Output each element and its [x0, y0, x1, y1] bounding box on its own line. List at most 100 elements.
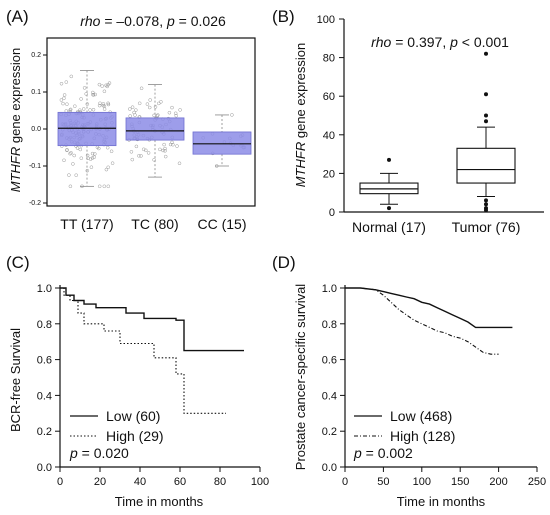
- panel-a-data-point: [88, 108, 92, 112]
- panel-a-data-point: [130, 105, 135, 109]
- panel-a-data-point: [62, 96, 66, 101]
- panel-a-data-point: [148, 98, 152, 102]
- panel-a-data-point: [230, 113, 234, 117]
- panel-a-data-point: [101, 102, 106, 106]
- panel-a-data-point: [67, 173, 71, 177]
- panel-a-box: [57, 111, 117, 147]
- panel-a-data-point: [72, 153, 76, 158]
- panel-a-data-point: [167, 110, 172, 115]
- panel-a-data-point: [133, 113, 137, 117]
- panel-a-data-point: [97, 82, 102, 87]
- panel-a-box: [125, 117, 185, 141]
- panel-c: (C) BCR-free Survival Time in months 0 20…: [6, 253, 269, 509]
- panel-b-outlier-point: [484, 113, 488, 118]
- panel-a-data-point: [177, 161, 182, 166]
- panel-a-data-point: [163, 154, 168, 159]
- panel-b-label: (B): [272, 7, 295, 26]
- panel-a-data-point: [174, 113, 178, 118]
- panel-d-series-low: [345, 287, 513, 329]
- panel-c-series: [60, 287, 244, 414]
- panel-c-xtick-label: 20: [94, 476, 106, 488]
- panel-a-data-point: [137, 154, 141, 158]
- panel-c-xtick-label: 0: [57, 476, 63, 488]
- panel-a-data-point: [79, 97, 83, 101]
- panel-a-data-point: [106, 184, 111, 189]
- panel-a-data-point: [105, 84, 109, 89]
- panel-a-data-point: [141, 147, 146, 152]
- panel-a-data-point: [84, 92, 88, 96]
- panel-b-stat-rho: rho: [371, 34, 391, 50]
- panel-b-category-label: Tumor (76): [452, 219, 521, 235]
- panel-b-ytick-label: 20: [323, 168, 335, 180]
- panel-d-stat: p = 0.002: [353, 445, 413, 461]
- panel-a-data-point: [104, 167, 109, 172]
- panel-d-stat-p-value: = 0.002: [362, 445, 413, 461]
- panel-a-data-point: [73, 104, 77, 108]
- panel-a-data-point: [91, 90, 95, 95]
- panel-a-data-point: [109, 149, 114, 154]
- panel-a-data-point: [178, 108, 182, 112]
- panel-a-data-point: [91, 107, 96, 112]
- panel-a-data-point: [129, 150, 134, 154]
- panel-a-data-point: [82, 86, 87, 90]
- panel-a-data-point: [59, 81, 64, 86]
- panel-a-data-point: [144, 148, 148, 153]
- panel-b-outlier-point: [387, 206, 391, 211]
- panel-c-ytick-label: 0.8: [37, 319, 52, 331]
- panel-a-y-axis-title: MTHFR gene expression: [8, 48, 23, 193]
- panel-a-data-point: [92, 155, 96, 159]
- panel-a-data-point: [153, 105, 158, 109]
- panel-a-label: (A): [6, 7, 29, 26]
- panel-c-plot-area: 0 20 40 60 80 100 0.0 0.2 0.4 0.6 0.8 1.0: [37, 283, 269, 488]
- panel-d-ytick-label: 0.0: [322, 462, 337, 474]
- panel-b-outlier-point: [484, 119, 488, 124]
- panel-a-data-point: [170, 105, 174, 110]
- panel-d-label: (D): [272, 253, 296, 272]
- panel-d-xtick-label: 100: [413, 476, 431, 488]
- panel-b-ytick-label: 60: [323, 91, 335, 103]
- panel-a-data-point: [98, 101, 102, 106]
- panel-d-plot-area: 0 50 100 150 200 250 0.0 0.2 0.4 0.6 0.8 1.0: [322, 283, 546, 488]
- panel-d-xtick-label: 250: [528, 476, 546, 488]
- panel-a-stat: rho = –0.078, p = 0.026: [80, 13, 226, 29]
- panel-a-data-point: [110, 161, 115, 165]
- panel-a-data-point: [68, 184, 73, 189]
- panel-a-data-point: [139, 154, 143, 158]
- panel-d: (D) Prostate cancer-specific survival Ti…: [272, 253, 546, 509]
- panel-a-data-point: [128, 107, 132, 111]
- panel-a-data-point: [69, 74, 74, 79]
- panel-a-ytick-label: -0.2: [29, 200, 41, 207]
- panel-a-data-point: [104, 83, 108, 88]
- panel-a-data-point: [74, 173, 78, 177]
- panel-a-data-point: [65, 148, 69, 152]
- panel-a-data-point: [61, 101, 65, 106]
- panel-b-stat: rho = 0.397, p < 0.001: [371, 34, 509, 50]
- panel-a-data-point: [69, 151, 73, 155]
- panel-a-data-point: [152, 158, 156, 162]
- panel-b-outlier-point: [484, 92, 488, 97]
- panel-c-ytick-label: 0.4: [37, 390, 52, 402]
- panel-a-data-point: [75, 146, 80, 150]
- panel-b: (B) rho = 0.397, p < 0.001 MTHFR gene ex…: [272, 7, 544, 235]
- panel-c-legend-label-low: Low (60): [106, 408, 160, 424]
- panel-a-data-point: [171, 142, 175, 147]
- panel-a-ylabel-rest: gene expression: [8, 48, 23, 147]
- panel-a: (A) rho = –0.078, p = 0.026 MTHFR gene e…: [6, 7, 256, 232]
- panel-a-data-point: [97, 103, 102, 108]
- panel-a-data-point: [134, 144, 139, 149]
- panel-a-ytick-label: 0.2: [31, 52, 41, 59]
- panel-d-ytick-label: 0.4: [322, 390, 337, 402]
- panel-a-boxes: [57, 70, 252, 187]
- panel-b-ytick-label: 40: [323, 130, 335, 142]
- panel-c-ticks: 0 20 40 60 80 100 0.0 0.2 0.4 0.6 0.8 1.0: [37, 283, 269, 488]
- panel-c-y-axis-title: BCR-free Survival: [8, 328, 23, 432]
- panel-a-data-point: [163, 146, 167, 151]
- panel-d-ytick-label: 1.0: [322, 283, 337, 295]
- panel-a-data-point: [152, 113, 156, 118]
- panel-b-box: [456, 147, 516, 184]
- panel-a-ytick-label: -0.1: [29, 163, 41, 170]
- panel-a-data-point: [64, 80, 69, 84]
- panel-a-data-point: [157, 101, 161, 106]
- panel-b-outlier-point: [484, 208, 488, 213]
- panel-d-xtick-label: 150: [451, 476, 469, 488]
